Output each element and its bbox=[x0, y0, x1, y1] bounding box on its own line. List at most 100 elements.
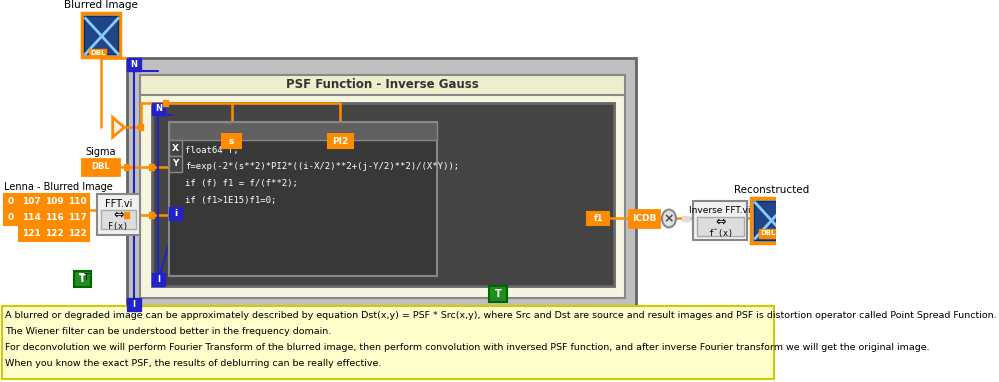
Bar bbox=[163, 100, 168, 105]
Bar bbox=[753, 201, 789, 240]
Text: i: i bbox=[174, 209, 177, 218]
Text: f=exp(-2*(s**2)*PI2*((i-X/2)**2+(j-Y/2)**2)/(X*Y));: f=exp(-2*(s**2)*PI2*((i-X/2)**2+(j-Y/2)*… bbox=[185, 162, 459, 172]
Text: f1: f1 bbox=[593, 214, 603, 223]
Text: FFT.vi: FFT.vi bbox=[105, 199, 132, 209]
Bar bbox=[697, 217, 743, 236]
Bar bbox=[149, 212, 154, 217]
Text: DBL: DBL bbox=[90, 50, 106, 56]
Bar bbox=[19, 210, 43, 225]
Bar bbox=[4, 210, 18, 225]
Text: PI2: PI2 bbox=[333, 137, 349, 146]
Bar bbox=[2, 306, 774, 379]
Text: I: I bbox=[132, 300, 135, 309]
Bar bbox=[138, 125, 143, 130]
Bar bbox=[82, 13, 121, 57]
Bar bbox=[127, 298, 141, 311]
Text: DBL: DBL bbox=[760, 230, 776, 236]
Bar bbox=[693, 201, 747, 240]
Bar bbox=[127, 58, 635, 311]
Text: ⇔: ⇔ bbox=[113, 209, 124, 222]
Bar bbox=[66, 225, 89, 241]
Text: The Wiener filter can be understood better in the frequency domain.: The Wiener filter can be understood bett… bbox=[5, 327, 332, 336]
Bar bbox=[66, 210, 89, 225]
Text: 122: 122 bbox=[45, 229, 64, 238]
Bar bbox=[43, 210, 66, 225]
Text: 116: 116 bbox=[45, 213, 64, 222]
Bar bbox=[127, 58, 141, 71]
Text: Y: Y bbox=[173, 160, 179, 168]
Text: Lenna - Blurred Image: Lenna - Blurred Image bbox=[4, 182, 113, 192]
Text: ⇔: ⇔ bbox=[715, 216, 725, 229]
Bar bbox=[19, 225, 43, 241]
Text: N: N bbox=[155, 105, 162, 113]
Bar bbox=[170, 122, 438, 140]
Circle shape bbox=[662, 210, 676, 227]
Bar bbox=[74, 271, 91, 287]
Text: s: s bbox=[229, 137, 234, 146]
Text: I: I bbox=[157, 275, 160, 284]
Bar bbox=[82, 159, 119, 175]
Text: F(x): F(x) bbox=[109, 222, 129, 231]
Text: For deconvolution we will perform Fourier Transform of the blurred image, then p: For deconvolution we will perform Fourie… bbox=[5, 343, 930, 352]
Polygon shape bbox=[113, 117, 124, 137]
Text: DBL: DBL bbox=[91, 162, 110, 172]
Bar bbox=[490, 286, 506, 302]
Bar bbox=[124, 164, 129, 170]
Text: 114: 114 bbox=[22, 213, 41, 222]
Bar bbox=[170, 207, 182, 220]
Bar bbox=[170, 140, 182, 156]
Bar bbox=[170, 156, 182, 172]
Bar bbox=[84, 16, 118, 54]
Bar bbox=[685, 216, 689, 221]
Text: T: T bbox=[79, 274, 86, 284]
Text: A blurred or degraded image can be approximately described by equation Dst(x,y) : A blurred or degraded image can be appro… bbox=[5, 311, 997, 320]
Text: PSF Function - Inverse Gauss: PSF Function - Inverse Gauss bbox=[287, 78, 480, 91]
Bar bbox=[222, 134, 241, 148]
Bar bbox=[43, 194, 66, 210]
Bar bbox=[19, 194, 43, 210]
Text: ICDB: ICDB bbox=[632, 214, 656, 223]
Text: T: T bbox=[495, 289, 501, 299]
Bar bbox=[759, 230, 778, 238]
Bar bbox=[587, 212, 609, 225]
Bar bbox=[629, 210, 659, 227]
Text: 121: 121 bbox=[22, 229, 40, 238]
Bar bbox=[140, 75, 625, 95]
Text: 122: 122 bbox=[68, 229, 87, 238]
Text: if (f) f1 = f/(f**2);: if (f) f1 = f/(f**2); bbox=[185, 179, 298, 188]
Bar bbox=[681, 216, 685, 221]
Bar bbox=[152, 102, 613, 286]
Bar bbox=[66, 194, 89, 210]
Bar bbox=[170, 122, 438, 276]
Text: T: T bbox=[79, 274, 85, 282]
Text: Blurred Image: Blurred Image bbox=[64, 0, 138, 10]
Text: 109: 109 bbox=[45, 197, 64, 206]
Text: ×: × bbox=[663, 212, 674, 225]
Text: Reconstructed: Reconstructed bbox=[734, 185, 809, 195]
Bar bbox=[152, 102, 166, 115]
Text: if (f1>1E15)f1=0;: if (f1>1E15)f1=0; bbox=[185, 196, 277, 205]
Bar bbox=[43, 225, 66, 241]
Text: 117: 117 bbox=[68, 213, 87, 222]
Text: 0: 0 bbox=[8, 213, 14, 222]
Bar bbox=[328, 134, 353, 148]
Bar bbox=[152, 273, 166, 286]
Text: 0: 0 bbox=[8, 197, 14, 206]
Bar bbox=[101, 210, 136, 230]
Bar bbox=[124, 212, 129, 217]
Text: Inverse FFT.vi: Inverse FFT.vi bbox=[689, 206, 751, 215]
Bar bbox=[89, 49, 107, 57]
Bar bbox=[751, 197, 792, 243]
Text: float64 f;: float64 f; bbox=[185, 146, 239, 155]
Text: X: X bbox=[172, 144, 179, 153]
Bar bbox=[149, 164, 154, 170]
Text: When you know the exact PSF, the results of deblurring can be really effective.: When you know the exact PSF, the results… bbox=[5, 359, 382, 367]
Text: 107: 107 bbox=[22, 197, 40, 206]
Text: N: N bbox=[130, 60, 137, 69]
Text: Sigma: Sigma bbox=[85, 147, 116, 157]
Bar bbox=[140, 75, 625, 298]
Bar bbox=[97, 194, 140, 235]
Text: 110: 110 bbox=[68, 197, 87, 206]
Text: f̂(x): f̂(x) bbox=[707, 229, 732, 238]
Bar bbox=[4, 194, 18, 210]
